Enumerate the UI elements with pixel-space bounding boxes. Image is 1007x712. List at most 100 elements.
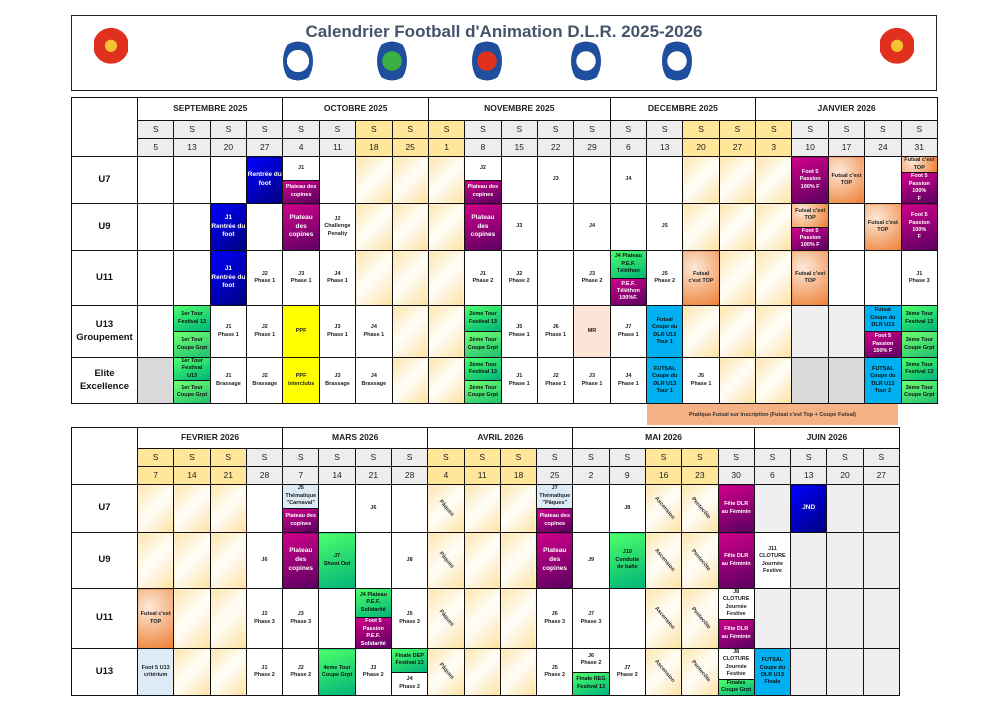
calendar-cell [499, 648, 538, 696]
event-label [357, 252, 391, 305]
event-label [465, 590, 499, 648]
event-label [211, 534, 245, 588]
event-label: Fête DLR au Féminin [721, 553, 751, 567]
event-label: J8 CLOTURE Journée Festive [719, 589, 754, 620]
day-letter: S [681, 448, 719, 467]
event-label [793, 307, 827, 357]
event-label: Foot 5 Passion P.E.F. Solidarité [356, 618, 391, 648]
date-cell: 4 [282, 138, 320, 157]
day-letter: S [608, 448, 646, 467]
event-label: 3ème Tour Coupe Grpt [902, 332, 937, 357]
date-cell: 24 [864, 138, 902, 157]
event-label: J4 Phase 1 [363, 324, 385, 338]
event-label: J2 Phase 1 [254, 270, 276, 284]
date-cell: 11 [318, 138, 357, 157]
date-row: 5 13 20 27 4 11 18 25 1 8 15 22 29 6 13 20 27 3 10 17 24 31 [72, 138, 939, 157]
date-cell: 13 [646, 138, 684, 157]
calendar-cell [718, 250, 757, 306]
calendar-cell: Fête DLR au Féminin [717, 484, 755, 533]
event-label: J8 CLOTURE Journée Festive [719, 649, 754, 680]
event-label [829, 359, 863, 403]
event-label: J1 Brassage [216, 373, 241, 387]
day-letter: S [282, 448, 320, 467]
event-label: Plateau des copines [465, 180, 501, 203]
calendar-cell: J1 Rentrée du foot [209, 203, 248, 251]
event-label: Futsal Coupe du DLR U13 [865, 306, 901, 332]
calendar-cell: Pentecôte [681, 588, 719, 649]
event-label: J3 Phase 1 [290, 270, 312, 284]
event-label: 1er Tour Festival 13 [174, 306, 210, 332]
event-label: Pentecôte [683, 590, 717, 648]
event-label [211, 486, 245, 532]
event-label: MR [587, 327, 597, 334]
calendar-cell: Futsal c'est TOP Foot 5 Passion 100% F [791, 203, 829, 251]
event-label: J2 Phase 1 [254, 324, 276, 338]
month-label: JUIN 2026 [753, 427, 901, 449]
calendar-cell [246, 203, 284, 251]
calendar-cell [209, 156, 248, 204]
header-corner [71, 427, 138, 485]
event-label: Foot 5 Passion 100% F [799, 168, 821, 190]
calendar-cell: J3 [500, 203, 538, 251]
event-label [864, 650, 898, 695]
calendar-cell [827, 357, 866, 404]
event-label [139, 486, 173, 532]
event-label: Rentrée du foot [247, 171, 282, 187]
calendar-cell [391, 357, 429, 404]
event-label: J4 Phase 2 [392, 672, 427, 695]
event-label: Pâques [429, 650, 463, 695]
calendar-cell: J2 Phase 1 [246, 250, 284, 306]
event-label [684, 307, 718, 357]
event-label: J6 Phase 3 [544, 611, 566, 625]
event-label: J4 Plateau P.E.F. Téléthon [611, 251, 646, 279]
day-letter: S [282, 120, 320, 139]
calendar-cell [827, 203, 866, 251]
calendar-cell: 1er Tour Festival 13 1er Tour Coupe Grpt [173, 305, 211, 358]
event-label: J1 Rentrée du foot [211, 264, 246, 290]
date-cell: 7 [136, 466, 175, 485]
calendar-cell: J1 Rentrée du foot [209, 250, 248, 306]
month-label: MAI 2026 [572, 427, 755, 449]
event-label: Foot 5 Passion 100% F [865, 332, 901, 357]
event-label [211, 158, 245, 203]
month-label: FEVRIER 2026 [136, 427, 284, 449]
day-letter: S [609, 120, 648, 139]
event-label: Futsal c'est TOP [795, 270, 826, 284]
calendar-cell [718, 203, 757, 251]
event-label [793, 359, 827, 403]
calendar-cell [136, 532, 175, 589]
date-cell: 6 [609, 138, 648, 157]
calendar-cell: J4 Phase 1 [318, 250, 357, 306]
calendar-cell: J8 CLOTURE Journée Festive Finales Coupe … [717, 648, 755, 696]
category-row: U7 Rentrée du foot J1 Plateau des copines J2… [71, 156, 939, 204]
event-label: 2ème Tour Festival 13 [465, 306, 501, 332]
event-label [501, 590, 535, 648]
calendar-cell: J2 Phase 1 [246, 305, 284, 358]
event-label [139, 205, 173, 250]
calendar-cell [791, 357, 829, 404]
split-cell: 2ème Tour Festival 13 2ème Tour Coupe Grp… [465, 358, 501, 403]
month-label: SEPTEMBRE 2025 [136, 97, 284, 121]
calendar-cell: J10 Conduite de balle [608, 532, 646, 589]
calendar-cell [136, 156, 175, 204]
split-cell: J1 Plateau des copines [283, 157, 319, 203]
event-label [139, 359, 173, 403]
calendar-cell: 4eme Tour Coupe Grpt [318, 648, 356, 696]
date-cell: 28 [245, 466, 284, 485]
calendar-cell [391, 156, 429, 204]
calendar-cell: J3 [536, 156, 575, 204]
event-label: 2ème Tour Coupe Grpt [465, 381, 501, 403]
calendar-cell [355, 156, 393, 204]
holiday-label: Pâques [437, 550, 456, 570]
split-cell: J8 CLOTURE Journée Festive Finales Coupe … [719, 649, 754, 695]
district-logo-2 [377, 38, 407, 84]
event-label [757, 359, 791, 403]
calendar-cell [355, 203, 393, 251]
date-cell: 11 [463, 466, 501, 485]
event-label: J3 Phase 1 [327, 324, 348, 338]
event-label [393, 158, 427, 203]
calendar-table-spring: FEVRIER 2026 MARS 2026 AVRIL 2026 MAI 2026 J… [71, 427, 901, 696]
calendar-cell: Futsal Coupe du DLR U13 Foot 5 Passion 10… [864, 305, 902, 358]
event-label: 1er Tour Coupe Grpt [174, 332, 210, 357]
event-label: 2ème Tour Festival 13 [465, 358, 501, 381]
